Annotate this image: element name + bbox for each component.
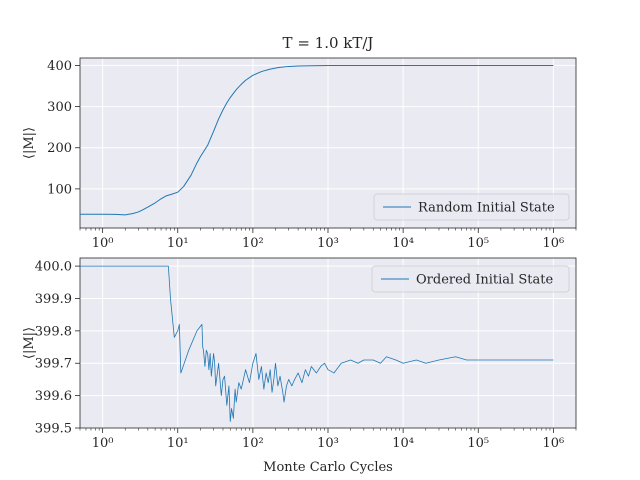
x-axis-label: Monte Carlo Cycles [263,460,393,475]
subplot-2: 10⁰ 10¹ 10² 10³ 10⁴ 10⁵ 10⁶ 399.5 399.6 399.7 399.… [22,257,577,475]
legend-label: Random Initial State [418,201,555,216]
x-tick-label: 10⁰ [92,436,114,451]
x-tick-label: 10⁵ [467,436,489,451]
y-axis-label: ⟨|M|⟩ [22,127,37,159]
chart-title: T = 1.0 kT/J [283,34,374,52]
axes-frame [79,257,577,429]
x-tick-label: 10³ [317,236,339,251]
axes-frame [79,57,577,229]
legend: Random Initial State [373,193,570,221]
y-tick-label: 399.9 [35,292,72,307]
x-tick-label: 10¹ [167,436,189,451]
y-tick-label: 100 [47,182,72,197]
x-tick-label: 10⁴ [392,236,414,251]
legend: Ordered Initial State [371,265,570,293]
series-line-1 [80,265,554,422]
subplot-1: 10⁰ 10¹ 10² 10³ 10⁴ 10⁵ 10⁶ 100 200 300 400 T = 1.0… [22,34,577,251]
series-line-1 [80,64,554,216]
x-tick-label: 10² [242,436,264,451]
legend-box [373,193,570,221]
y-axis-label: ⟨|M|⟩ [22,327,37,359]
y-tick-label: 399.5 [35,422,72,437]
y-tick-label: 399.8 [35,324,72,339]
y-tick-label: 300 [47,100,72,115]
x-tick-label: 10¹ [167,236,189,251]
y-tick-label: 399.7 [35,357,72,372]
x-tick-label: 10⁵ [467,236,489,251]
y-tick-label: 400 [47,59,72,74]
y-tick-label: 399.6 [35,389,72,404]
y-tick-label: 200 [47,141,72,156]
x-tick-label: 10⁰ [92,236,114,251]
legend-label: Ordered Initial State [416,273,553,288]
x-tick-label: 10⁶ [543,436,565,451]
x-tick-label: 10² [242,236,264,251]
y-tick-label: 400.0 [35,260,72,275]
x-tick-label: 10⁴ [392,436,414,451]
x-tick-label: 10³ [317,436,339,451]
x-tick-label: 10⁶ [543,236,565,251]
legend-box [371,265,570,293]
